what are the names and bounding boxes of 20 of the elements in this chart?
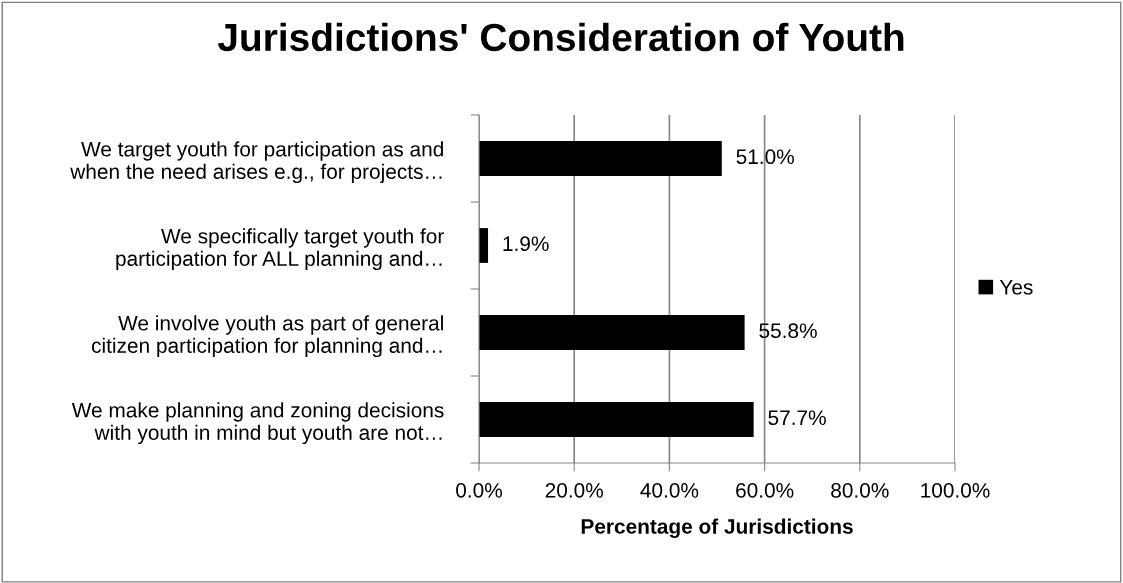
bar — [479, 141, 722, 176]
y-tick-label: We involve youth as part of general citizen participation for planning and… — [91, 315, 443, 358]
y-tick-label: We make planning and zoning decisions with youth in mind but youth are not… — [71, 402, 444, 445]
data-label: 55.8% — [759, 323, 817, 339]
x-tick-label: 20.0% — [545, 482, 603, 498]
chart-title: Jurisdictions' Consideration of Youth — [217, 22, 904, 52]
x-tick-label: 40.0% — [640, 482, 699, 498]
y-tick-label: We specifically target youth for participation for ALL planning and… — [116, 228, 444, 271]
bar — [479, 402, 754, 437]
legend-label: Yes — [999, 280, 1033, 295]
data-label: 51.0% — [736, 149, 794, 165]
x-tick-label: 60.0% — [736, 482, 794, 498]
data-label: 1.9% — [503, 236, 549, 252]
x-tick-label: 80.0% — [831, 482, 889, 498]
data-label: 57.7% — [768, 410, 826, 426]
y-tick-label: We target youth for participation as and when the need arises e.g., for projects… — [70, 141, 443, 184]
x-tick-label: 100.0% — [921, 482, 990, 498]
x-axis-title: Percentage of Jurisdictions — [581, 518, 853, 539]
bar — [479, 315, 745, 350]
x-tick-label: 0.0% — [456, 482, 502, 498]
